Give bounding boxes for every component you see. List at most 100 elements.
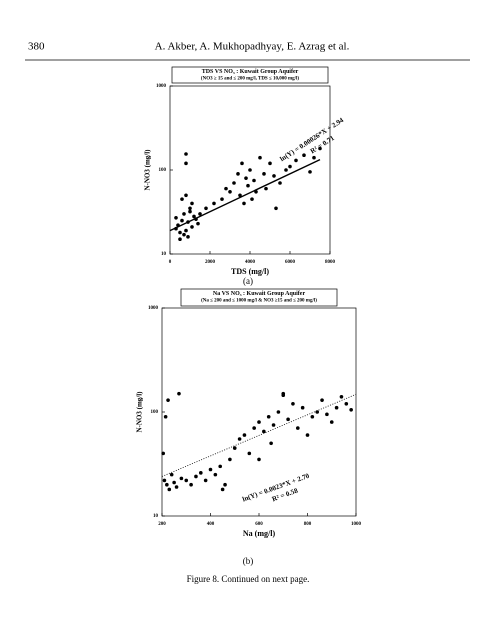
point	[165, 482, 169, 487]
point	[339, 395, 344, 399]
point	[196, 221, 200, 226]
point	[178, 237, 182, 242]
y-axis-label: N-NO3 (mg/l)	[144, 149, 152, 191]
point	[246, 183, 250, 188]
point	[179, 476, 184, 481]
point	[223, 482, 227, 487]
point	[320, 398, 324, 402]
point	[182, 232, 186, 237]
point	[291, 401, 295, 406]
point	[264, 186, 268, 191]
title-box	[171, 66, 329, 84]
x-tick-label: 2000	[205, 260, 216, 265]
y-axis-label: N-NO3 (mg/l)	[136, 391, 144, 433]
point	[228, 457, 232, 462]
figure-caption: Figure 8. Continued on next page.	[187, 574, 310, 584]
point	[244, 176, 248, 180]
point	[286, 417, 290, 422]
point	[300, 405, 305, 410]
point	[250, 197, 254, 201]
point	[184, 152, 188, 156]
point	[258, 155, 262, 160]
point	[294, 158, 298, 163]
point	[269, 441, 273, 446]
title-box	[180, 288, 338, 307]
point	[238, 193, 242, 198]
point	[308, 170, 312, 174]
point	[213, 472, 218, 477]
point	[262, 172, 266, 176]
point	[272, 174, 276, 178]
x-tick-label: 8000	[325, 260, 336, 265]
point	[174, 485, 179, 489]
point	[189, 482, 193, 487]
point	[257, 420, 261, 424]
point	[276, 410, 281, 414]
chart-subtitle: (Na ≤ 200 and ≤ 1000 mg/l & NO3 ≥15 and …	[201, 298, 317, 304]
x-axis-label: Na (mg/l)	[243, 529, 276, 538]
annotation: ln(Y) = 0.00026*X + 2.94	[279, 116, 346, 163]
point	[252, 178, 256, 183]
trend-line	[169, 158, 321, 232]
running-head: A. Akber, A. Mukhopadhyay, E. Azrag et a…	[155, 41, 350, 53]
page-number: 380	[28, 41, 45, 53]
x-tick-label: 1000	[351, 522, 362, 527]
point	[190, 225, 194, 229]
point	[262, 429, 266, 434]
point	[240, 161, 244, 166]
y-tick-label: 1000	[148, 306, 159, 311]
trend-line	[161, 393, 357, 477]
point	[248, 168, 252, 172]
point	[288, 164, 292, 169]
x-tick-label: 0	[169, 260, 172, 265]
point	[312, 155, 316, 160]
point	[184, 161, 188, 166]
point	[194, 474, 198, 479]
point	[252, 426, 256, 430]
point	[220, 487, 225, 492]
point	[218, 464, 222, 469]
point	[247, 451, 252, 456]
point	[349, 407, 353, 412]
chart-title: TDS VS NO₃ : Kuwait Group Aquifer	[202, 69, 299, 75]
point	[281, 393, 286, 398]
point	[266, 414, 271, 419]
point	[232, 181, 236, 185]
point	[180, 197, 184, 201]
point	[184, 478, 189, 483]
point	[208, 467, 213, 472]
point	[172, 480, 176, 485]
point	[315, 410, 320, 414]
panel-caption: (a)	[243, 276, 253, 286]
x-axis-label: TDS (mg/l)	[231, 267, 269, 276]
point	[180, 218, 184, 223]
point	[329, 420, 334, 424]
point	[161, 451, 166, 456]
point	[192, 214, 196, 219]
point	[162, 478, 167, 483]
point	[203, 478, 208, 483]
point	[182, 212, 186, 216]
point	[204, 206, 208, 211]
point	[188, 209, 192, 214]
point	[174, 215, 178, 220]
point	[325, 412, 329, 417]
chart-title: Na VS NO₃ : Kuwait Group Aquifer	[213, 291, 306, 297]
point	[169, 472, 174, 477]
x-tick-label: 200	[158, 522, 166, 527]
point	[310, 414, 315, 419]
point	[302, 153, 306, 158]
point	[242, 201, 246, 206]
y-tick-label: 100	[159, 168, 167, 173]
point	[199, 471, 203, 475]
point	[257, 457, 261, 462]
point	[236, 172, 240, 176]
point	[177, 391, 181, 396]
point	[242, 433, 247, 437]
point	[284, 168, 288, 172]
x-tick-label: 400	[207, 522, 215, 527]
x-tick-label: 600	[255, 522, 263, 527]
